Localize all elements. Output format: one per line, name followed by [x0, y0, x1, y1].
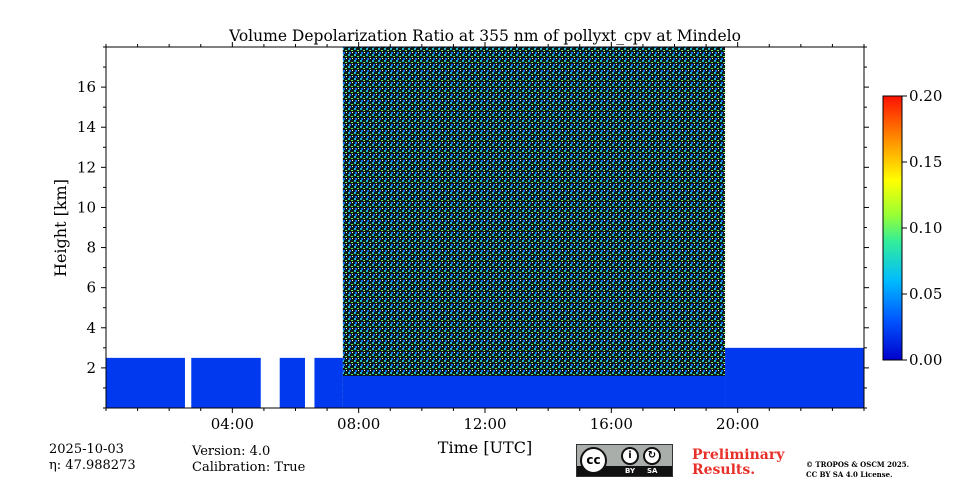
version-label: Version: 4.0 [192, 444, 271, 459]
colorbar-tick-label: 0.00 [909, 351, 942, 369]
y-tick-label: 6 [86, 279, 96, 297]
cc-icon: cc [580, 447, 607, 474]
x-tick-label: 16:00 [590, 415, 633, 433]
y-tick-label: 14 [77, 118, 96, 136]
date-block: 2025-10-03 η: 47.988273 [49, 442, 136, 474]
x-axis: 04:00 08:00 12:00 16:00 20:00 [105, 42, 865, 433]
y-tick-label: 16 [77, 78, 96, 96]
plot-area [105, 46, 865, 409]
badge-sa-label: SA [647, 467, 658, 475]
colorbar [882, 95, 903, 361]
y-tick-label: 8 [86, 239, 96, 257]
preliminary-line-1: Preliminary [692, 447, 785, 463]
x-tick-label: 20:00 [716, 415, 759, 433]
chart-title: Volume Depolarization Ratio at 355 nm of… [228, 27, 741, 45]
heatmap-region-0 [106, 357, 343, 408]
eta-label: η: 47.988273 [49, 458, 136, 473]
colorbar-tick-label: 0.05 [909, 285, 942, 303]
data-gap-0 [184, 47, 192, 408]
preliminary-notice: Preliminary Results. [692, 448, 784, 478]
y-tick-label: 10 [77, 198, 96, 216]
colorbar-ticks: 0.00 0.05 0.10 0.15 0.20 [902, 87, 942, 369]
copyright-line-1: © TROPOS & OSCM 2025. [806, 460, 910, 469]
badge-strip [577, 466, 672, 476]
version-block: Version: 4.0 Calibration: True [192, 444, 305, 476]
colorbar-tick-label: 0.15 [909, 153, 942, 171]
heatmap-region-3 [725, 347, 864, 408]
cc-license-badge[interactable]: cc i ↻ BY SA [576, 444, 673, 477]
colorbar-tick-label: 0.10 [909, 219, 942, 237]
y-axis-label: Height [km] [51, 179, 70, 277]
x-tick-label: 04:00 [211, 415, 254, 433]
x-tick-label: 08:00 [337, 415, 380, 433]
heatmap-region-1 [342, 47, 726, 408]
attribution-icon: i [621, 447, 639, 465]
x-axis-label: Time [UTC] [438, 438, 532, 457]
y-tick-label: 2 [86, 359, 96, 377]
date-label: 2025-10-03 [49, 442, 124, 457]
data-gap-1 [260, 47, 280, 408]
y-tick-label: 4 [86, 319, 96, 337]
heatmap-region-2 [342, 375, 726, 408]
data-gap-2 [304, 47, 315, 408]
y-axis: 2 4 6 8 10 12 14 16 [77, 46, 869, 409]
copyright-line-2: CC BY SA 4.0 License. [806, 470, 893, 479]
colorbar-tick-label: 0.20 [909, 87, 942, 105]
share-alike-icon: ↻ [643, 447, 661, 465]
copyright-notice: © TROPOS & OSCM 2025. CC BY SA 4.0 Licen… [806, 460, 909, 480]
x-tick-label: 12:00 [463, 415, 506, 433]
badge-by-label: BY [625, 467, 636, 475]
calibration-label: Calibration: True [192, 460, 306, 475]
preliminary-line-2: Results. [692, 462, 756, 478]
y-tick-label: 12 [77, 158, 96, 176]
